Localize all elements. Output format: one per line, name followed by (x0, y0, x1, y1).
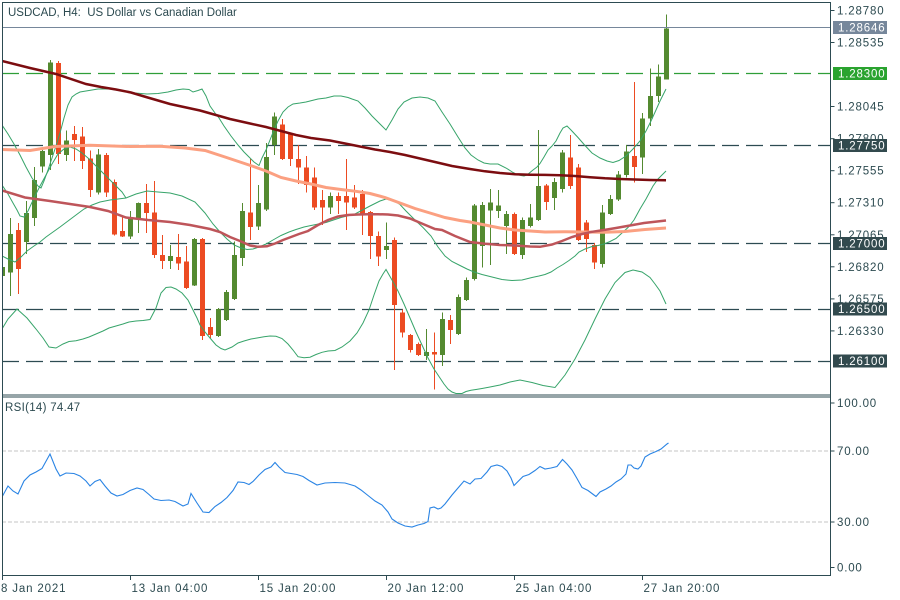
svg-text:1.28646: 1.28646 (838, 23, 886, 35)
svg-text:1.28300: 1.28300 (838, 68, 886, 80)
svg-text:30.00: 30.00 (837, 517, 870, 529)
svg-text:USDCAD, H4: US Dollar vs Cana: USDCAD, H4: US Dollar vs Canadian Dollar (8, 7, 237, 19)
svg-text:1.28535: 1.28535 (837, 38, 885, 50)
svg-text:1.28045: 1.28045 (837, 102, 885, 114)
svg-text:0.00: 0.00 (837, 563, 863, 575)
svg-text:1.27000: 1.27000 (838, 238, 886, 250)
svg-text:13 Jan 04:00: 13 Jan 04:00 (132, 583, 209, 595)
svg-text:27 Jan 20:00: 27 Jan 20:00 (644, 583, 721, 595)
svg-text:RSI(14) 74.47: RSI(14) 74.47 (5, 402, 81, 414)
svg-text:1.26330: 1.26330 (837, 326, 885, 338)
svg-text:20 Jan 12:00: 20 Jan 12:00 (388, 583, 465, 595)
svg-text:100.00: 100.00 (837, 398, 877, 410)
svg-text:1.26100: 1.26100 (838, 356, 886, 368)
svg-text:25 Jan 04:00: 25 Jan 04:00 (516, 583, 593, 595)
svg-text:1.28780: 1.28780 (837, 6, 885, 18)
svg-text:1.27310: 1.27310 (837, 198, 885, 210)
svg-text:1.27555: 1.27555 (837, 166, 885, 178)
svg-text:15 Jan 20:00: 15 Jan 20:00 (260, 583, 337, 595)
svg-text:1.27750: 1.27750 (838, 140, 886, 152)
svg-text:70.00: 70.00 (837, 446, 870, 458)
svg-text:8 Jan 2021: 8 Jan 2021 (1, 583, 66, 595)
svg-text:1.26820: 1.26820 (837, 262, 885, 274)
svg-text:1.26500: 1.26500 (838, 304, 886, 316)
